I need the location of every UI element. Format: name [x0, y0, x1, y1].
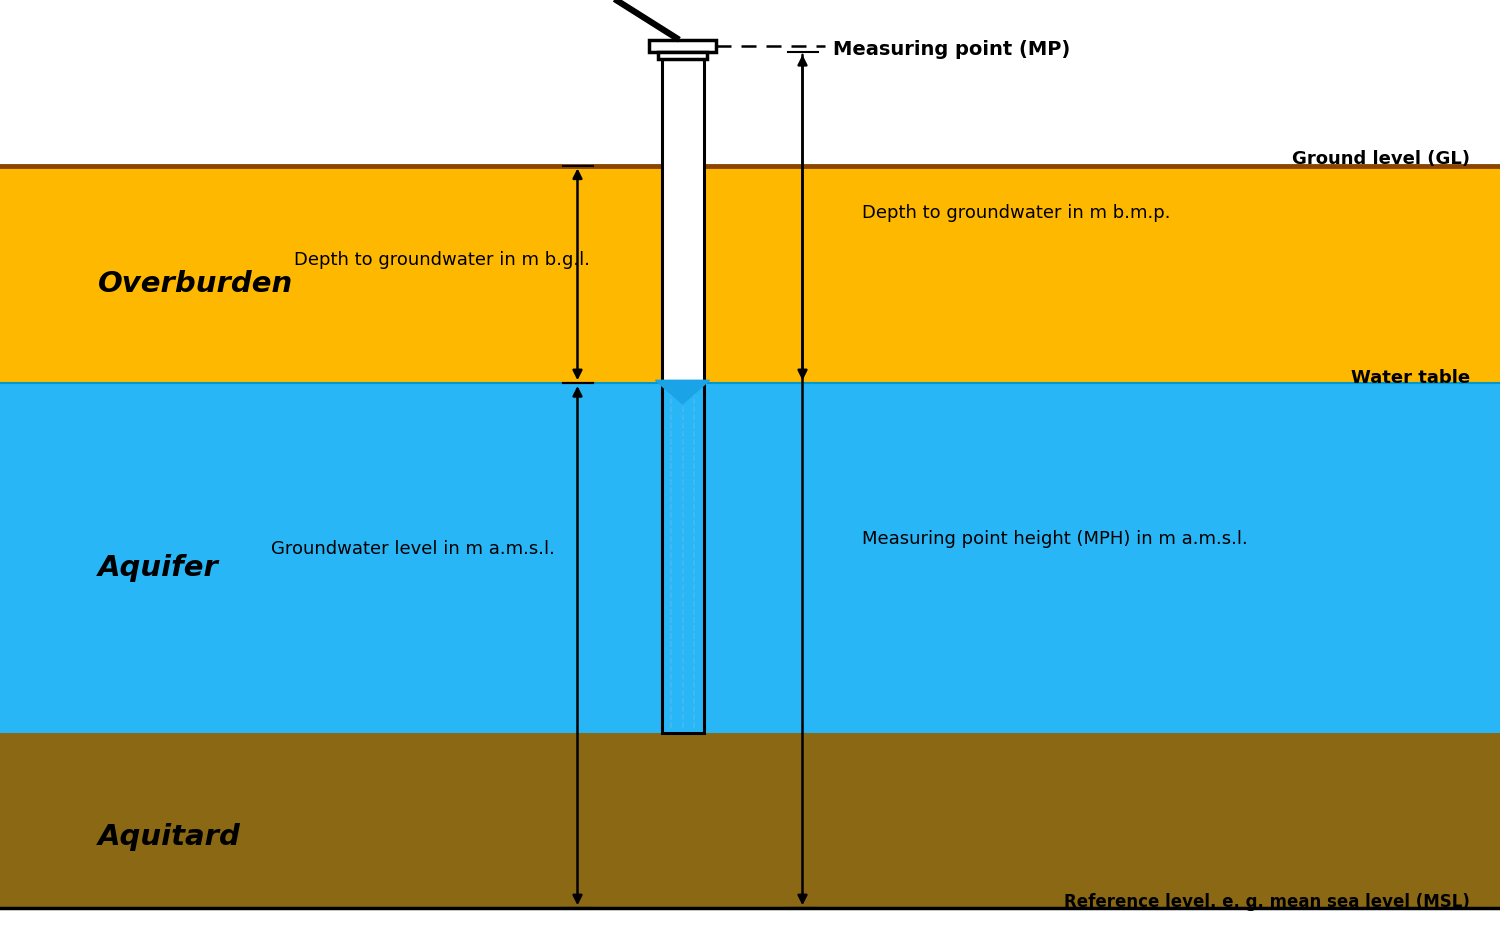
Bar [0, 383, 1500, 733]
Bar [662, 52, 704, 383]
Bar [658, 52, 706, 59]
Bar [648, 40, 717, 52]
Polygon shape [656, 380, 710, 404]
Text: Groundwater level in m a.m.s.l.: Groundwater level in m a.m.s.l. [270, 539, 555, 558]
Text: Overburden: Overburden [98, 270, 292, 298]
Text: Measuring point (MP): Measuring point (MP) [833, 40, 1070, 59]
Text: Ground level (GL): Ground level (GL) [1292, 149, 1470, 168]
Bar [662, 383, 704, 733]
Text: Depth to groundwater in m b.g.l.: Depth to groundwater in m b.g.l. [294, 251, 591, 270]
Bar [0, 166, 1500, 383]
Text: Depth to groundwater in m b.m.p.: Depth to groundwater in m b.m.p. [862, 203, 1172, 222]
Text: Water table: Water table [1352, 369, 1470, 388]
Text: Reference level, e. g. mean sea level (MSL): Reference level, e. g. mean sea level (M… [1064, 892, 1470, 911]
Text: Measuring point height (MPH) in m a.m.s.l.: Measuring point height (MPH) in m a.m.s.… [862, 530, 1248, 549]
Text: Aquitard: Aquitard [98, 823, 240, 851]
Text: Aquifer: Aquifer [98, 553, 219, 582]
Bar [0, 733, 1500, 908]
Bar [0, 0, 1500, 166]
